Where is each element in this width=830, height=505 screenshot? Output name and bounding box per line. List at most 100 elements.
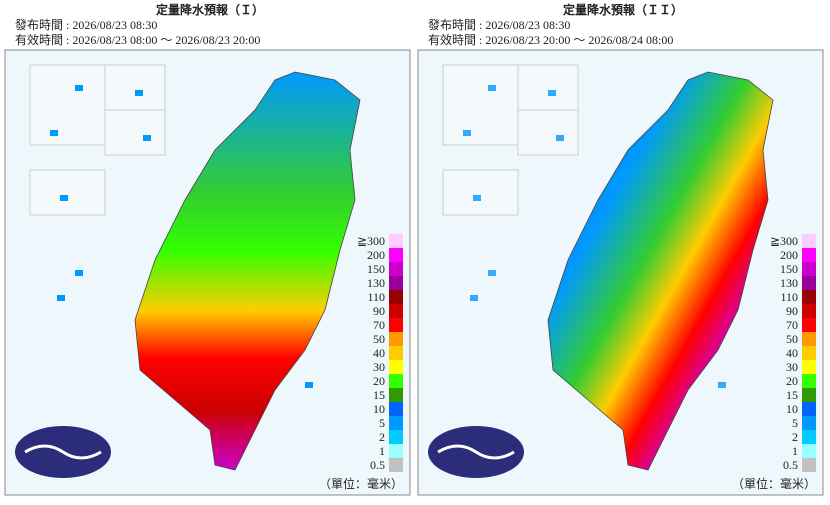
legend-label: 150 xyxy=(367,262,385,276)
legend-swatch xyxy=(389,458,403,472)
island xyxy=(60,195,68,201)
island xyxy=(473,195,481,201)
legend-swatch xyxy=(802,332,816,346)
legend-label: 5 xyxy=(379,416,385,430)
legend-label: 110 xyxy=(780,290,798,304)
legend-swatch xyxy=(389,332,403,346)
island xyxy=(305,382,313,388)
island xyxy=(718,382,726,388)
logo-swirl xyxy=(24,444,102,460)
legend-swatch xyxy=(802,374,816,388)
island xyxy=(135,90,143,96)
legend-label: 1 xyxy=(792,444,798,458)
island xyxy=(488,85,496,91)
legend-swatch xyxy=(389,234,403,248)
taiwan xyxy=(134,71,361,471)
island xyxy=(556,135,564,141)
legend-swatch xyxy=(802,458,816,472)
island xyxy=(548,90,556,96)
legend-swatch xyxy=(802,360,816,374)
legend-label: 50 xyxy=(786,332,798,346)
legend-swatch xyxy=(802,388,816,402)
island xyxy=(470,295,478,301)
inset-box xyxy=(104,109,166,156)
legend-swatch xyxy=(802,276,816,290)
legend-swatch xyxy=(802,304,816,318)
legend-label: 2 xyxy=(792,430,798,444)
legend-swatch xyxy=(389,276,403,290)
legend-label: 30 xyxy=(786,360,798,374)
island xyxy=(463,130,471,136)
legend-swatch xyxy=(389,360,403,374)
legend-label: 200 xyxy=(367,248,385,262)
legend-label: 40 xyxy=(373,346,385,360)
legend-swatch xyxy=(802,402,816,416)
legend-swatch xyxy=(802,290,816,304)
legend-swatch xyxy=(802,248,816,262)
legend-swatch xyxy=(389,430,403,444)
unit-label: （單位：毫米） xyxy=(732,476,816,491)
legend-swatch xyxy=(389,290,403,304)
inset-box xyxy=(29,64,106,146)
legend-label: 5 xyxy=(792,416,798,430)
legend-label: 20 xyxy=(786,374,798,388)
panel-title: 定量降水預報（Ｉ） xyxy=(156,2,264,17)
inset-box xyxy=(517,109,579,156)
legend-swatch xyxy=(389,444,403,458)
legend-swatch xyxy=(389,318,403,332)
legend-label: 15 xyxy=(786,388,798,402)
legend-label: 50 xyxy=(373,332,385,346)
inset-box xyxy=(442,169,519,216)
legend-swatch xyxy=(802,444,816,458)
legend-label: 20 xyxy=(373,374,385,388)
legend-swatch xyxy=(802,318,816,332)
legend-swatch xyxy=(802,430,816,444)
panel-title: 定量降水預報（ＩＩ） xyxy=(563,2,683,17)
legend-swatch xyxy=(389,388,403,402)
legend-label: 0.5 xyxy=(370,458,385,472)
valid-time: 有效時間 : 2026/08/23 20:00 ～ 2026/08/24 08:… xyxy=(428,32,673,47)
legend-label: 70 xyxy=(786,318,798,332)
legend-label: 110 xyxy=(367,290,385,304)
island xyxy=(57,295,65,301)
legend-swatch xyxy=(389,346,403,360)
legend-label: 2 xyxy=(379,430,385,444)
legend-label: 10 xyxy=(373,402,385,416)
legend-swatch xyxy=(802,346,816,360)
valid-time: 有效時間 : 2026/08/23 08:00 ～ 2026/08/23 20:… xyxy=(15,32,260,47)
legend-label: 130 xyxy=(780,276,798,290)
legend-swatch xyxy=(802,416,816,430)
island xyxy=(50,130,58,136)
legend-label: ≧300 xyxy=(770,234,798,248)
legend-swatch xyxy=(389,304,403,318)
inset-box xyxy=(442,64,519,146)
legend-label: 10 xyxy=(786,402,798,416)
legend-label: ≧300 xyxy=(357,234,385,248)
island xyxy=(143,135,151,141)
legend-label: 90 xyxy=(786,304,798,318)
legend-label: 1 xyxy=(379,444,385,458)
legend-label: 0.5 xyxy=(783,458,798,472)
legend-swatch xyxy=(802,262,816,276)
legend-swatch xyxy=(389,374,403,388)
issue-time: 發布時間 : 2026/08/23 08:30 xyxy=(428,17,570,32)
legend-label: 40 xyxy=(786,346,798,360)
taiwan xyxy=(547,71,774,471)
island xyxy=(488,270,496,276)
legend-label: 90 xyxy=(373,304,385,318)
legend-swatch xyxy=(389,402,403,416)
inset-box xyxy=(29,169,106,216)
legend-swatch xyxy=(802,234,816,248)
legend-swatch xyxy=(389,248,403,262)
legend-label: 200 xyxy=(780,248,798,262)
legend-label: 30 xyxy=(373,360,385,374)
island xyxy=(75,270,83,276)
island xyxy=(75,85,83,91)
legend-label: 150 xyxy=(780,262,798,276)
legend-label: 70 xyxy=(373,318,385,332)
logo-swirl xyxy=(437,444,515,460)
legend-swatch xyxy=(389,262,403,276)
